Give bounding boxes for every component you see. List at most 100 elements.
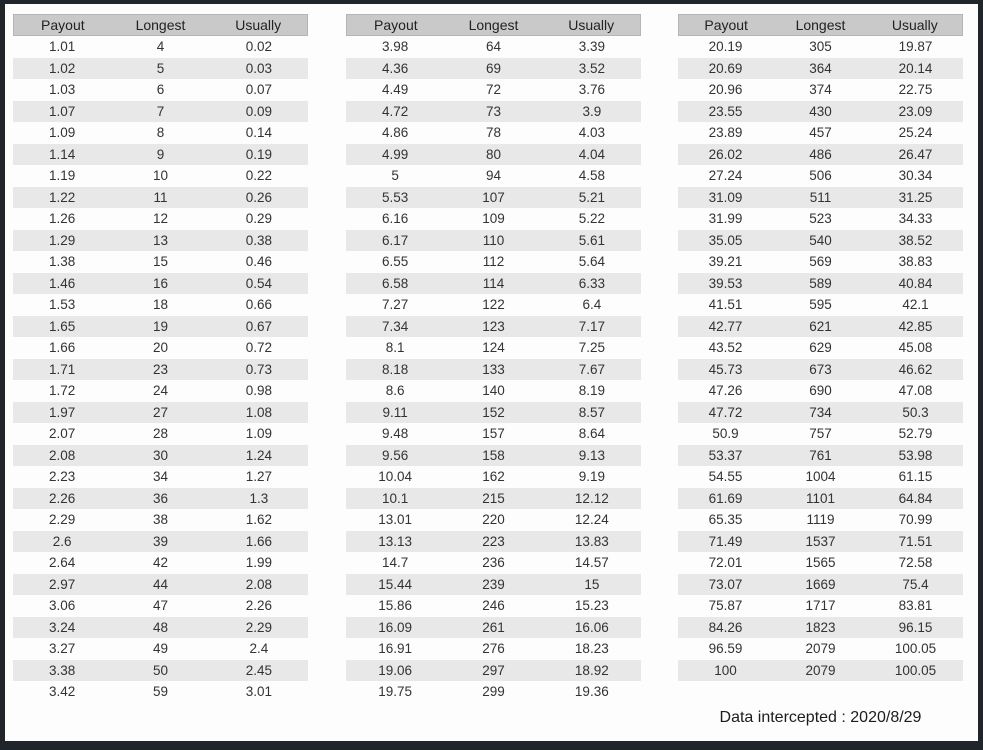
cell-longest: 38 [152, 512, 168, 528]
cell-payout: 6.58 [382, 275, 409, 291]
cell-usually: 2.29 [245, 619, 272, 635]
cell-usually: 8.64 [578, 426, 605, 442]
table-row: 1.97 27 1.08 [13, 401, 308, 423]
cell-usually: 3.9 [582, 103, 602, 119]
cell-longest: 20 [152, 340, 168, 356]
cell-payout: 1.65 [49, 318, 76, 334]
cell-longest: 10 [152, 168, 168, 184]
cell-longest: 12 [152, 211, 168, 227]
cell-longest: 6 [156, 82, 165, 98]
cell-usually: 50.3 [902, 404, 929, 420]
cell-usually: 13.83 [574, 533, 609, 549]
cell-longest: 761 [809, 447, 832, 463]
table-row: 1.65 19 0.67 [13, 315, 308, 337]
cell-usually: 72.58 [898, 555, 933, 571]
cell-payout: 1.07 [49, 103, 76, 119]
payout-table-1: Payout Longest Usually 1.01 4 0.02 1.02 5 0.0… [13, 14, 308, 703]
cell-usually: 0.66 [245, 297, 272, 313]
cell-longest: 1717 [805, 598, 836, 614]
column-header-usually: Usually [235, 17, 282, 33]
cell-usually: 0.14 [245, 125, 272, 141]
table-row: 1.01 4 0.02 [13, 36, 308, 58]
table-row: 13.01 220 12.24 [346, 509, 641, 531]
cell-longest: 4 [156, 39, 165, 55]
cell-payout: 9.48 [382, 426, 409, 442]
table-row: 3.06 47 2.26 [13, 595, 308, 617]
table-row: 71.49 1537 71.51 [678, 530, 963, 552]
cell-usually: 40.84 [898, 275, 933, 291]
cell-longest: 107 [482, 189, 505, 205]
data-intercepted-label: Data intercepted : 2020/8/29 [719, 709, 922, 726]
cell-usually: 70.99 [898, 512, 933, 528]
cell-longest: 540 [809, 232, 832, 248]
cell-payout: 1.38 [49, 254, 76, 270]
cell-usually: 3.39 [578, 39, 605, 55]
cell-longest: 28 [152, 426, 168, 442]
cell-payout: 14.7 [382, 555, 409, 571]
cell-usually: 0.54 [245, 275, 272, 291]
cell-usually: 31.25 [898, 189, 933, 205]
table-row: 1.53 18 0.66 [13, 294, 308, 316]
cell-longest: 220 [482, 512, 505, 528]
cell-longest: 73 [485, 103, 501, 119]
cell-payout: 1.71 [49, 361, 76, 377]
cell-usually: 0.38 [245, 232, 272, 248]
table-row: 3.98 64 3.39 [346, 36, 641, 58]
cell-payout: 65.35 [708, 512, 743, 528]
cell-longest: 246 [482, 598, 505, 614]
table-row: 31.99 523 34.33 [678, 208, 963, 230]
cell-longest: 16 [152, 275, 168, 291]
table-row: 2.26 36 1.3 [13, 487, 308, 509]
cell-usually: 26.47 [898, 146, 933, 162]
cell-usually: 2.4 [249, 641, 269, 657]
table-row: 20.19 305 19.87 [678, 36, 963, 58]
cell-usually: 47.08 [898, 383, 933, 399]
cell-payout: 15.44 [378, 576, 413, 592]
table-row: 2.08 30 1.24 [13, 444, 308, 466]
cell-longest: 8 [156, 125, 165, 141]
cell-longest: 511 [809, 189, 832, 205]
table-row: 7.34 123 7.17 [346, 315, 641, 337]
cell-usually: 0.22 [245, 168, 272, 184]
cell-usually: 42.1 [902, 297, 929, 313]
cell-usually: 7.67 [578, 361, 605, 377]
cell-longest: 1101 [805, 490, 836, 506]
cell-payout: 2.29 [49, 512, 76, 528]
cell-longest: 15 [152, 254, 168, 270]
cell-longest: 78 [485, 125, 501, 141]
table-row: 5.53 107 5.21 [346, 186, 641, 208]
cell-longest: 297 [482, 662, 505, 678]
cell-payout: 1.14 [49, 146, 76, 162]
column-header-longest: Longest [468, 17, 519, 33]
table-row: 47.26 690 47.08 [678, 380, 963, 402]
table-row: 4.99 80 4.04 [346, 143, 641, 165]
page-background: Payout Longest Usually 1.01 4 0.02 1.02 5 0.0… [5, 4, 978, 741]
cell-longest: 59 [152, 684, 168, 700]
cell-longest: 13 [152, 232, 168, 248]
cell-usually: 18.92 [574, 662, 609, 678]
cell-payout: 27.24 [708, 168, 743, 184]
table-row: 16.91 276 18.23 [346, 638, 641, 660]
cell-longest: 64 [485, 39, 501, 55]
cell-payout: 42.77 [708, 318, 743, 334]
table-row: 1.72 24 0.98 [13, 380, 308, 402]
cell-longest: 2079 [805, 662, 836, 678]
cell-usually: 0.19 [245, 146, 272, 162]
cell-usually: 6.4 [582, 297, 602, 313]
cell-longest: 19 [152, 318, 168, 334]
cell-payout: 3.06 [49, 598, 76, 614]
cell-payout: 72.01 [708, 555, 743, 571]
cell-longest: 27 [152, 404, 168, 420]
table-row: 3.38 50 2.45 [13, 659, 308, 681]
cell-longest: 236 [482, 555, 505, 571]
table-row: 13.13 223 13.83 [346, 530, 641, 552]
cell-usually: 64.84 [898, 490, 933, 506]
cell-usually: 0.07 [245, 82, 272, 98]
table-row: 96.59 2079 100.05 [678, 638, 963, 660]
table-row: 2.6 39 1.66 [13, 530, 308, 552]
cell-payout: 84.26 [708, 619, 743, 635]
table-row: 7.27 122 6.4 [346, 294, 641, 316]
cell-longest: 1119 [806, 512, 835, 528]
cell-payout: 31.99 [708, 211, 743, 227]
table-row: 27.24 506 30.34 [678, 165, 963, 187]
